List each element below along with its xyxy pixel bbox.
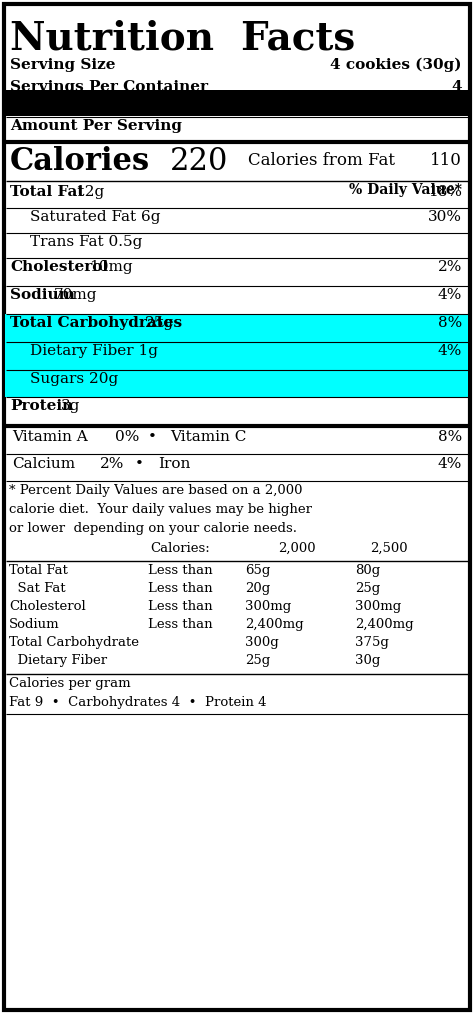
Bar	[4, 90, 470, 116]
Text: •: •	[135, 457, 144, 470]
Text: Less than: Less than	[148, 600, 213, 613]
Text: 30g: 30g	[355, 654, 380, 667]
Text: Sodium: Sodium	[9, 618, 60, 631]
Text: Less than: Less than	[148, 564, 213, 577]
Text: 2%: 2%	[100, 457, 124, 470]
Text: Calories from Fat: Calories from Fat	[248, 152, 395, 169]
Text: Amount Per Serving: Amount Per Serving	[10, 119, 182, 133]
Text: Fat 9  •  Carbohydrates 4  •  Protein 4: Fat 9 • Carbohydrates 4 • Protein 4	[9, 696, 266, 709]
Text: Iron: Iron	[158, 457, 191, 470]
Text: 3g: 3g	[61, 399, 81, 413]
Text: Vitamin C: Vitamin C	[170, 430, 246, 444]
Text: 80g: 80g	[355, 564, 380, 577]
Text: Less than: Less than	[148, 582, 213, 595]
Text: 20g: 20g	[245, 582, 270, 595]
Text: 25g: 25g	[145, 316, 174, 330]
Text: Servings Per Container: Servings Per Container	[10, 80, 208, 94]
Text: Sat Fat: Sat Fat	[9, 582, 65, 595]
Text: 2,400mg: 2,400mg	[245, 618, 304, 631]
Text: Cholesterol: Cholesterol	[9, 600, 86, 613]
Text: 4%: 4%	[438, 344, 462, 358]
Text: Serving Size: Serving Size	[10, 58, 116, 72]
Bar	[5, 314, 468, 342]
Bar	[5, 370, 468, 397]
Text: 4%: 4%	[438, 457, 462, 470]
Text: or lower  depending on your calorie needs.: or lower depending on your calorie needs…	[9, 522, 297, 535]
Text: Less than: Less than	[148, 618, 213, 631]
Text: 220: 220	[170, 146, 228, 177]
Text: Saturated Fat 6g: Saturated Fat 6g	[30, 210, 161, 224]
Text: 8%: 8%	[438, 430, 462, 444]
Text: 2,500: 2,500	[370, 542, 408, 555]
Text: 65g: 65g	[245, 564, 270, 577]
Text: Dietary Fiber 1g: Dietary Fiber 1g	[30, 344, 158, 358]
Text: 4: 4	[451, 80, 462, 94]
Text: 2%: 2%	[438, 260, 462, 274]
Text: Total Fat: Total Fat	[10, 185, 84, 199]
Text: •: •	[148, 430, 157, 444]
Text: Sodium: Sodium	[10, 288, 75, 302]
Text: Nutrition  Facts: Nutrition Facts	[10, 20, 355, 58]
Text: Calcium: Calcium	[12, 457, 75, 470]
Text: Calories per gram: Calories per gram	[9, 677, 131, 690]
Text: 4 cookies (30g): 4 cookies (30g)	[330, 58, 462, 72]
Text: 25g: 25g	[245, 654, 270, 667]
Text: 12g: 12g	[75, 185, 104, 199]
Text: 18%: 18%	[428, 185, 462, 199]
Bar	[5, 342, 468, 370]
Text: Sugars 20g: Sugars 20g	[30, 372, 118, 386]
Text: 375g: 375g	[355, 636, 389, 649]
Text: 2,400mg: 2,400mg	[355, 618, 414, 631]
Text: 4%: 4%	[438, 288, 462, 302]
Text: 300g: 300g	[245, 636, 279, 649]
Text: Calories: Calories	[10, 146, 150, 177]
Text: Trans Fat 0.5g: Trans Fat 0.5g	[30, 235, 142, 249]
Text: 2,000: 2,000	[278, 542, 316, 555]
Text: Vitamin A: Vitamin A	[12, 430, 88, 444]
Text: * Percent Daily Values are based on a 2,000: * Percent Daily Values are based on a 2,…	[9, 484, 302, 497]
Text: 0%: 0%	[115, 430, 139, 444]
Text: Cholesterol: Cholesterol	[10, 260, 108, 274]
Text: 300mg: 300mg	[355, 600, 401, 613]
Text: 70mg: 70mg	[54, 288, 98, 302]
Text: 8%: 8%	[438, 316, 462, 330]
Text: 30%: 30%	[428, 210, 462, 224]
Text: Total Fat: Total Fat	[9, 564, 68, 577]
Text: 300mg: 300mg	[245, 600, 291, 613]
Text: Calories:: Calories:	[150, 542, 210, 555]
Text: Total Carbohydrate: Total Carbohydrate	[9, 636, 139, 649]
Text: calorie diet.  Your daily values may be higher: calorie diet. Your daily values may be h…	[9, 503, 312, 516]
Text: Total Carbohydrates: Total Carbohydrates	[10, 316, 182, 330]
Text: 110: 110	[430, 152, 462, 169]
Text: Protein: Protein	[10, 399, 73, 413]
Text: 25g: 25g	[355, 582, 380, 595]
Text: Dietary Fiber: Dietary Fiber	[9, 654, 107, 667]
Text: % Daily Value*: % Daily Value*	[349, 183, 462, 197]
Text: 10mg: 10mg	[89, 260, 133, 274]
